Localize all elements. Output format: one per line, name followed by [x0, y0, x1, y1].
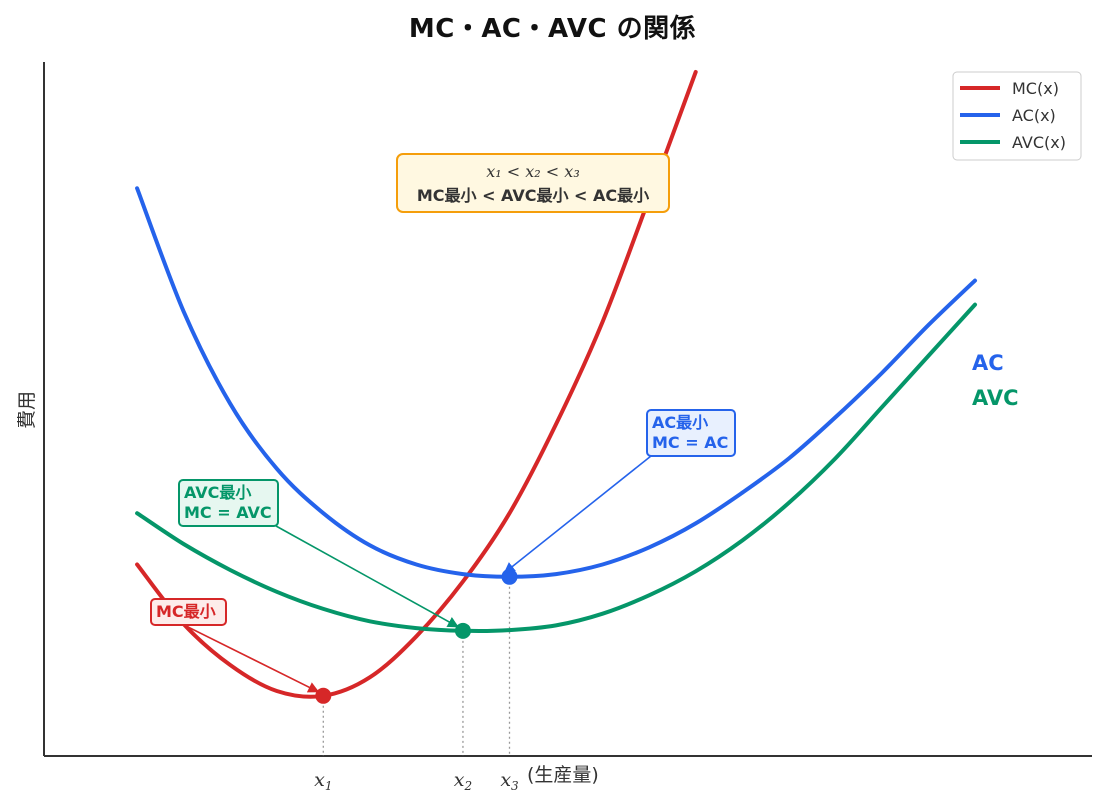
min-point-3	[501, 568, 518, 585]
min-point-1	[315, 687, 332, 704]
annotation-text-3-2: MC = AC	[652, 433, 728, 452]
legend: MC(x) AC(x) AVC(x)	[952, 71, 1082, 161]
info-box: x₁ < x₂ < x₃ MC最小 < AVC最小 < AC最小	[396, 153, 670, 213]
annotation-arrow-3	[503, 455, 652, 574]
info-box-line1: x₁ < x₂ < x₃	[486, 162, 579, 181]
series-line-avcx	[135, 302, 977, 634]
y-axis-label: 費用	[16, 391, 38, 429]
series-line-mcx	[135, 70, 698, 699]
x-tick-label-3: x3	[500, 769, 519, 793]
annotation-box-2	[178, 479, 279, 527]
annotation-box-1	[150, 598, 227, 626]
series-end-label-avc: AVC	[972, 386, 1019, 410]
x-axis-label: (生産量)	[527, 764, 599, 786]
legend-label-3: AVC(x)	[1012, 133, 1066, 152]
series-line-acx	[135, 186, 977, 579]
annotation-text-3-1: AC最小	[652, 413, 708, 432]
chart-title: MC・AC・AVC の関係	[408, 14, 697, 44]
annotation-1: MC最小	[150, 598, 320, 693]
x-tick-label-2: x2	[454, 769, 472, 793]
legend-label-2: AC(x)	[1012, 106, 1056, 125]
annotation-arrow-2	[275, 525, 459, 628]
annotation-box-3	[646, 409, 736, 457]
info-box-line2: MC最小 < AVC最小 < AC最小	[417, 186, 649, 205]
series-end-label-ac: AC	[972, 351, 1004, 375]
min-point-2	[454, 622, 471, 639]
legend-label-1: MC(x)	[1012, 79, 1059, 98]
annotation-arrow-1	[183, 624, 320, 693]
annotation-text-1-1: MC最小	[156, 602, 216, 621]
annotation-text-2-2: MC = AVC	[184, 503, 272, 522]
x-tick-label-1: x1	[314, 769, 332, 793]
annotation-text-2-1: AVC最小	[184, 483, 251, 502]
